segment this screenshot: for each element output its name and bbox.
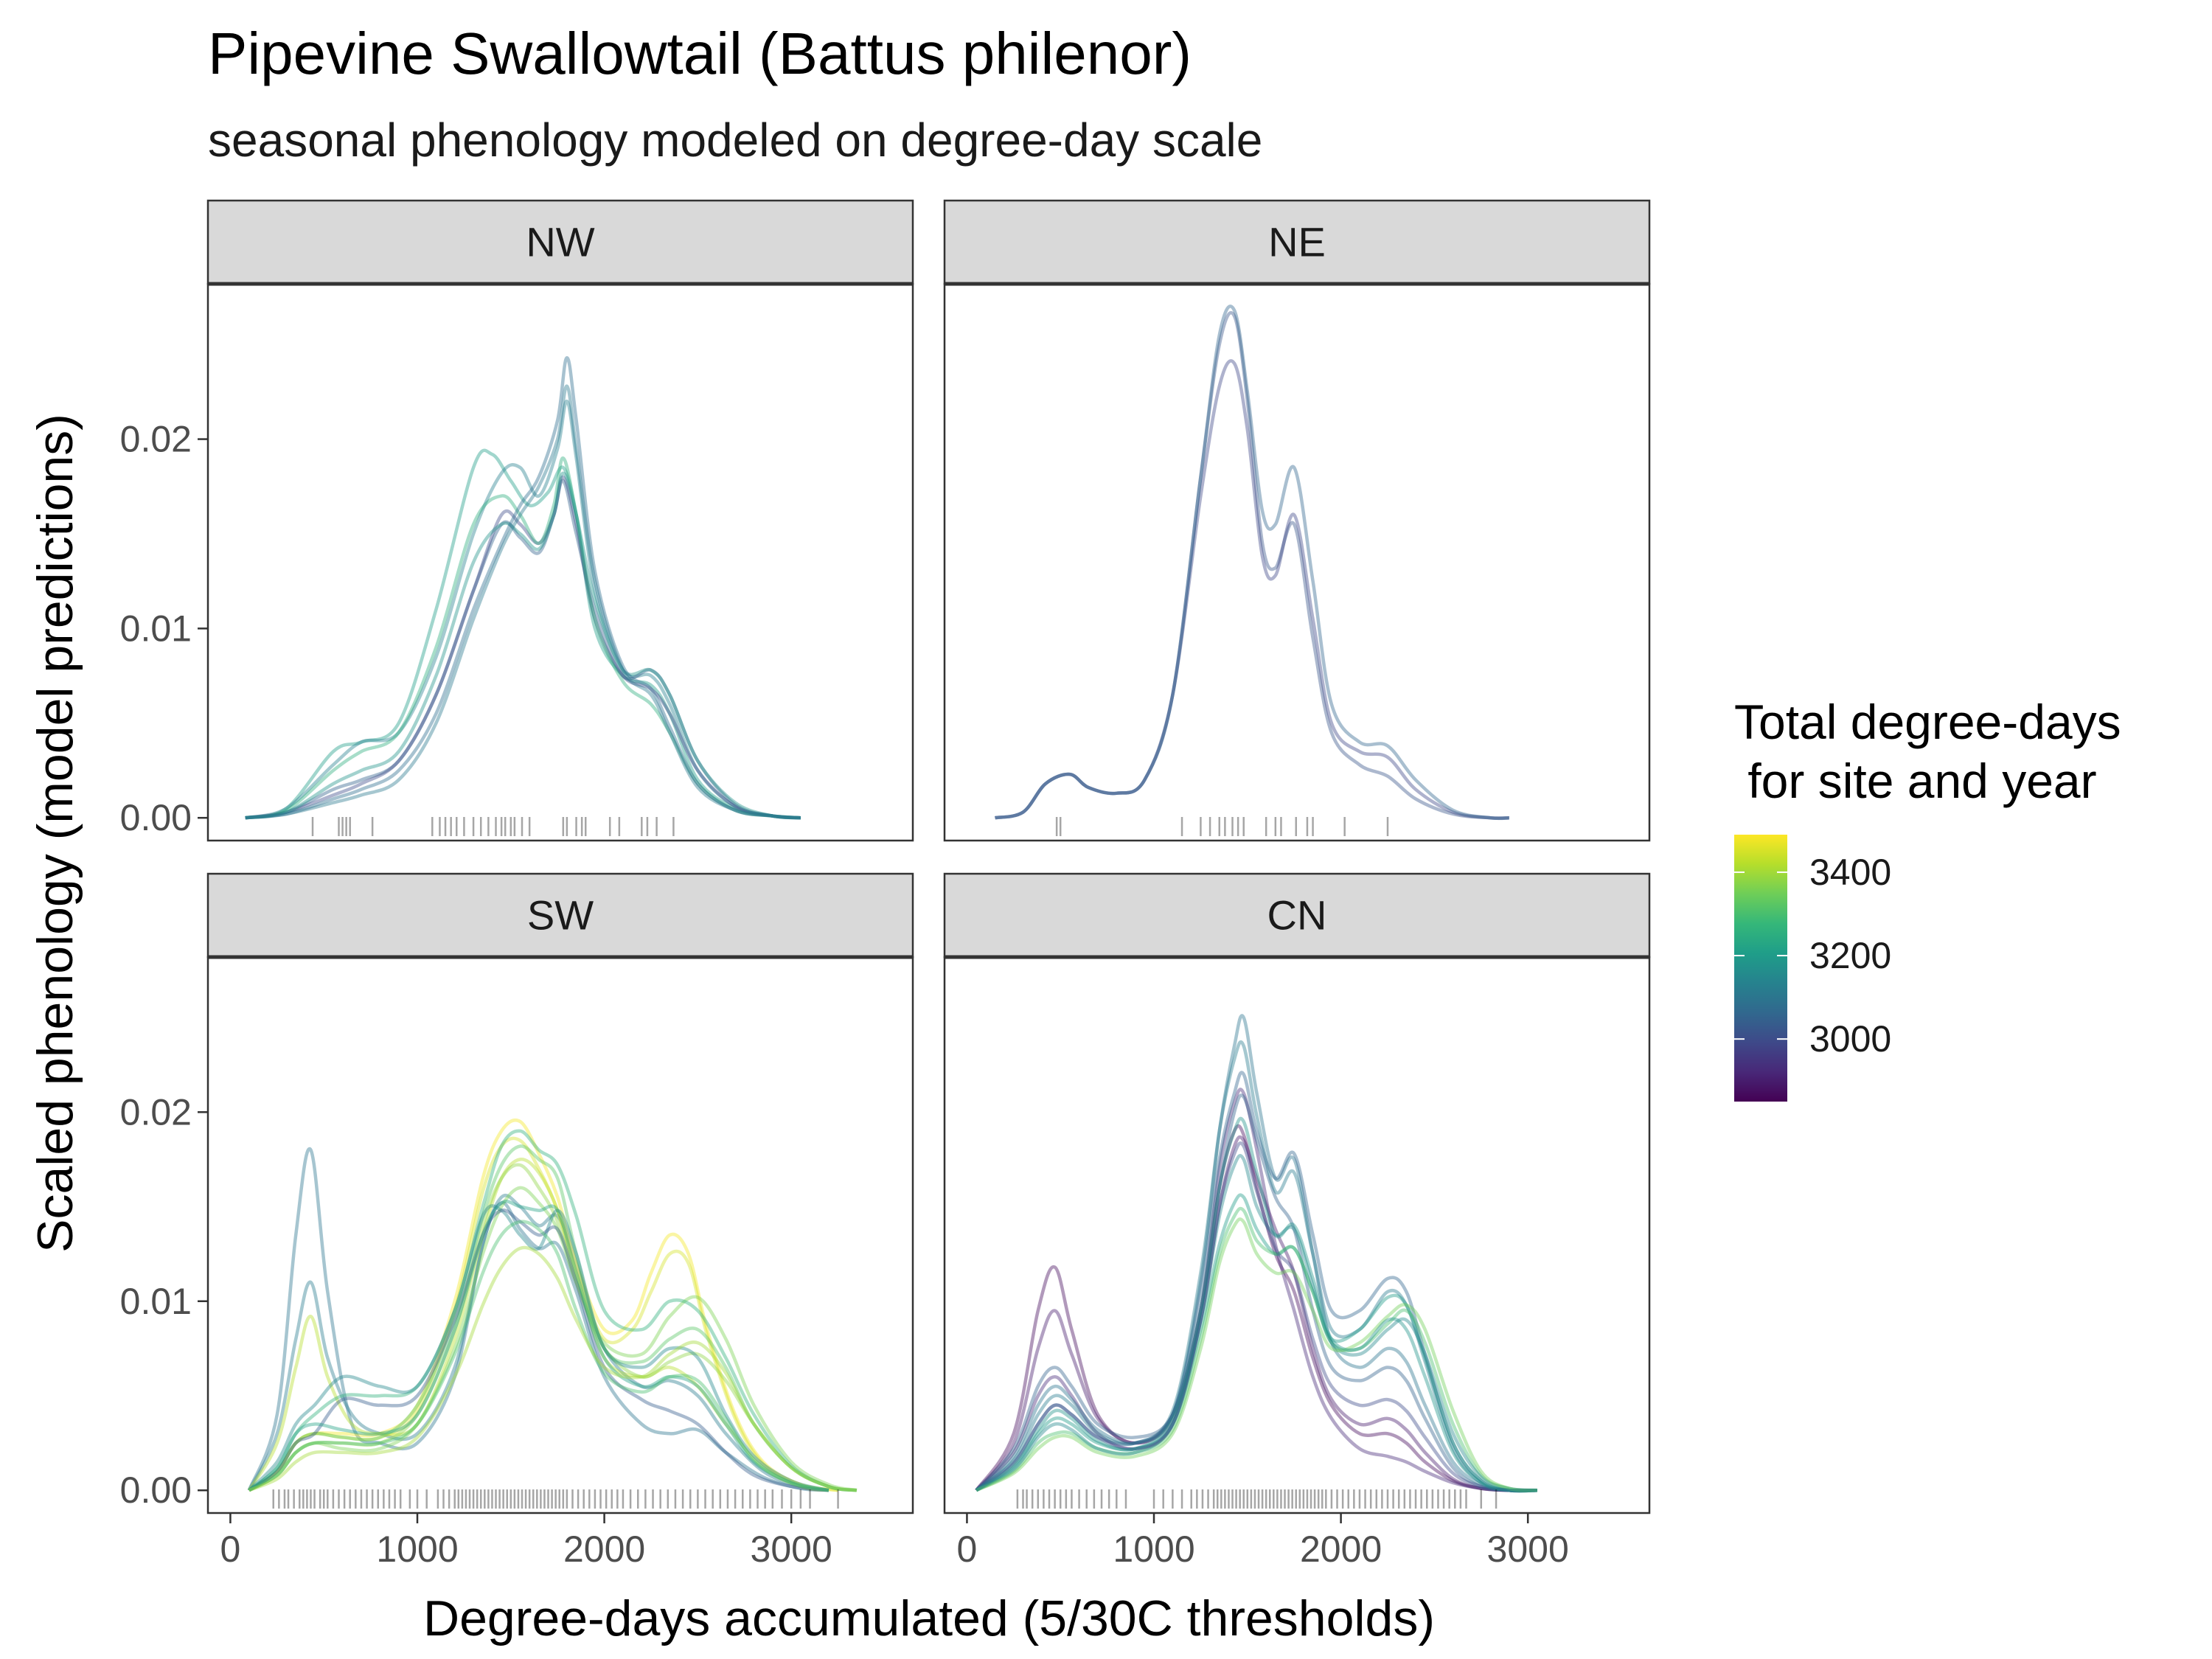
series-line-cn-3 xyxy=(975,1088,1537,1492)
series-line-nw-8 xyxy=(245,384,801,820)
series-line-nw-4 xyxy=(245,475,801,820)
strip-sw xyxy=(206,872,914,959)
x-tick-label-sw-1: 0 xyxy=(220,1528,241,1570)
x-tick-label-cn-2: 1000 xyxy=(1113,1528,1194,1570)
y-tick-label-sw-2: 0.01 xyxy=(120,1281,192,1322)
x-tick-label-cn-1: 0 xyxy=(957,1528,978,1570)
strip-label-sw: SW xyxy=(527,892,594,939)
series-line-nw-7 xyxy=(245,355,801,820)
y-axis-title: Scaled phenology (model predictions) xyxy=(27,414,83,1253)
y-axis: 0.00 0.01 0.02 0.00 0.01 0.02 xyxy=(120,419,208,1511)
series-line-ne-1 xyxy=(995,310,1509,820)
panel-background-ne xyxy=(945,284,1649,841)
series-line-cn-2 xyxy=(975,1135,1537,1492)
legend-colorbar xyxy=(1734,835,1787,1102)
series-line-nw-5 xyxy=(245,456,801,820)
series-line-cn-7 xyxy=(975,1071,1537,1493)
series-line-sw-10 xyxy=(248,1204,830,1492)
panel-nw: NW xyxy=(206,199,914,842)
panel-sw: SW xyxy=(206,872,914,1514)
series-line-sw-2 xyxy=(247,1193,830,1492)
series-line-sw-8 xyxy=(248,1186,858,1492)
series-line-cn-10 xyxy=(975,1154,1538,1492)
x-axis: 0 1000 2000 3000 0 1000 2000 3000 xyxy=(220,1513,1569,1570)
legend-tick-label-1: 3000 xyxy=(1809,1018,1891,1060)
x-axis-title: Degree-days accumulated (5/30C threshold… xyxy=(423,1590,1435,1646)
panel-ne: NE xyxy=(943,199,1651,842)
series-line-ne-3 xyxy=(995,305,1509,821)
panel-background-nw xyxy=(208,284,913,841)
strip-ne xyxy=(943,199,1651,285)
y-tick-label-nw-3: 0.02 xyxy=(120,419,192,460)
strip-label-nw: NW xyxy=(526,219,594,265)
series-line-sw-13 xyxy=(248,1220,830,1492)
series-line-sw-7 xyxy=(248,1144,858,1492)
x-tick-label-sw-3: 2000 xyxy=(563,1528,645,1570)
legend-tick-label-2: 3200 xyxy=(1809,935,1891,976)
series-line-sw-11 xyxy=(248,1208,830,1492)
series-line-sw-1 xyxy=(247,1147,830,1492)
series-line-sw-3 xyxy=(247,1158,830,1492)
series-line-cn-11 xyxy=(975,1141,1537,1492)
x-tick-label-sw-2: 1000 xyxy=(376,1528,458,1570)
x-tick-label-cn-3: 2000 xyxy=(1300,1528,1382,1570)
series-line-cn-6 xyxy=(975,1040,1537,1493)
strip-nw xyxy=(206,199,914,285)
strip-cn xyxy=(943,872,1651,959)
series-line-sw-6 xyxy=(248,1163,858,1492)
panel-background-sw xyxy=(208,957,913,1513)
y-tick-label-sw-1: 0.00 xyxy=(120,1470,192,1511)
series-line-cn-8 xyxy=(975,1193,1537,1493)
series-line-cn-13 xyxy=(975,1116,1537,1493)
series-line-sw-12 xyxy=(248,1200,830,1492)
legend-title-line1: Total degree-days xyxy=(1734,695,2121,749)
panel-background-cn xyxy=(945,957,1649,1513)
chart-subtitle: seasonal phenology modeled on degree-day… xyxy=(208,114,1262,167)
series-line-sw-4 xyxy=(248,1118,838,1492)
facet-panels: NW NE SW CN xyxy=(206,199,1651,1514)
series-line-sw-14 xyxy=(248,1245,858,1492)
chart-title: Pipevine Swallowtail (Battus philenor) xyxy=(208,21,1192,86)
legend-ticks: 3000 3200 3400 xyxy=(1734,852,1891,1060)
series-line-cn-12 xyxy=(975,1217,1538,1492)
series-line-nw-1 xyxy=(245,448,801,820)
strip-label-ne: NE xyxy=(1268,219,1326,265)
series-line-ne-2 xyxy=(995,359,1509,821)
series-line-cn-9 xyxy=(975,1206,1538,1492)
series-line-sw-9 xyxy=(248,1129,858,1492)
series-line-nw-6 xyxy=(245,471,801,820)
series-line-cn-1 xyxy=(975,1124,1537,1492)
strip-label-cn: CN xyxy=(1267,892,1327,939)
y-tick-label-nw-2: 0.01 xyxy=(120,608,192,649)
series-line-nw-2 xyxy=(245,399,801,820)
legend-tick-label-3: 3400 xyxy=(1809,852,1891,893)
color-legend: Total degree-days for site and year 3000… xyxy=(1734,695,2121,1102)
panel-cn: CN xyxy=(943,872,1651,1514)
series-line-cn-4 xyxy=(975,1093,1537,1492)
legend-title-line2: for site and year xyxy=(1734,754,2097,808)
x-tick-label-cn-4: 3000 xyxy=(1487,1528,1569,1570)
series-line-sw-5 xyxy=(248,1136,838,1492)
y-tick-label-nw-1: 0.00 xyxy=(120,797,192,838)
y-tick-label-sw-3: 0.02 xyxy=(120,1091,192,1133)
x-tick-label-sw-4: 3000 xyxy=(751,1528,832,1570)
series-line-nw-3 xyxy=(245,479,801,820)
series-line-cn-5 xyxy=(975,1014,1537,1493)
